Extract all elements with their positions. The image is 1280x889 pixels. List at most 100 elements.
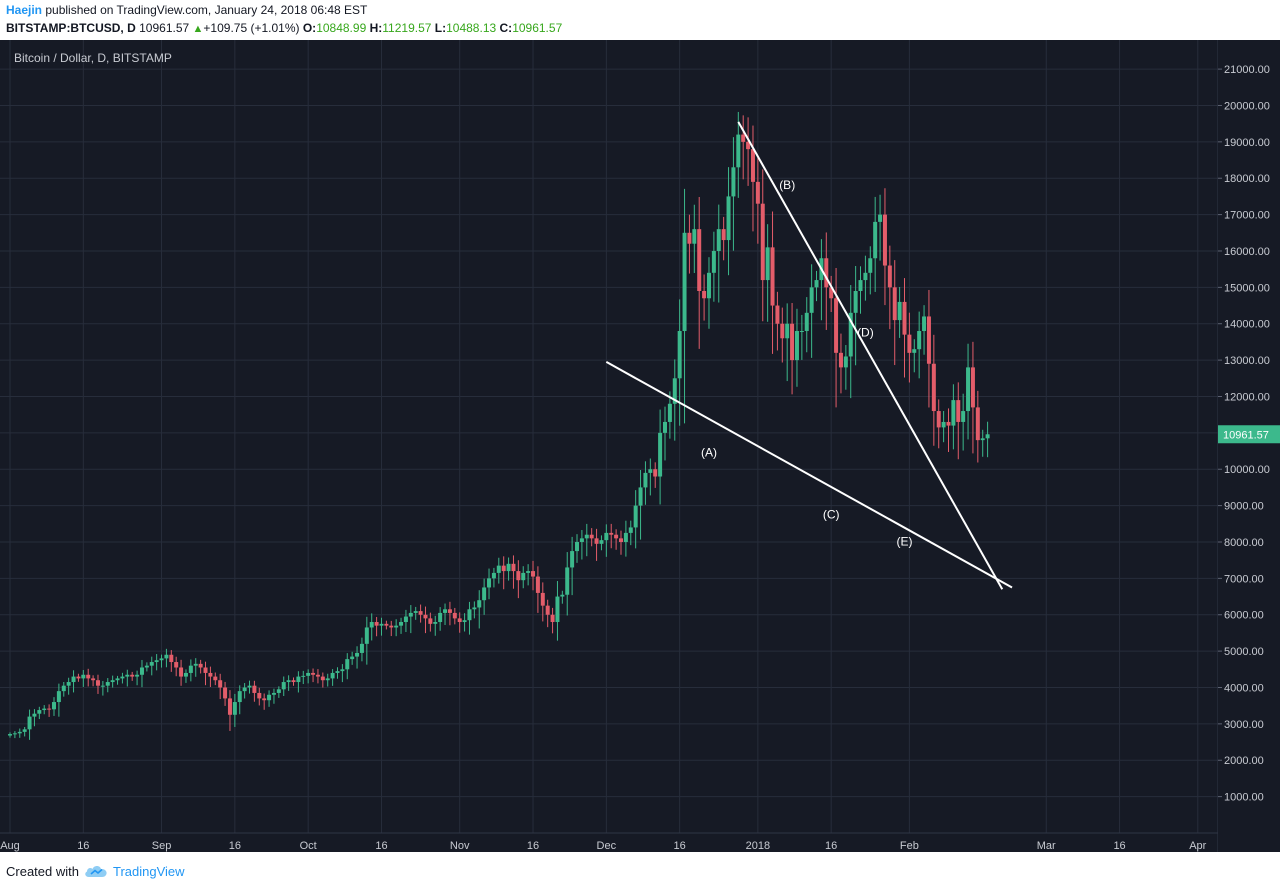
candle-up	[848, 312, 853, 357]
candle-down	[550, 614, 555, 623]
candle-up	[37, 710, 42, 714]
candle-up	[804, 312, 809, 332]
candle-up	[135, 674, 140, 677]
candle-up	[27, 716, 32, 730]
candle-up	[149, 662, 154, 666]
chart-footer: Created with TradingView	[0, 852, 1280, 889]
candlestick-chart[interactable]: (A) (B) (C) (D) (E) 1000.00 2000.00 3000.00 400…	[0, 40, 1280, 852]
candle-up	[917, 331, 922, 350]
price-axis-bg	[1218, 40, 1280, 852]
candle-down	[447, 609, 452, 613]
chart-title: Bitcoin / Dollar, D, BITSTAMP	[14, 51, 172, 65]
candle-up	[799, 331, 804, 333]
author-link[interactable]: Haejin	[6, 3, 43, 17]
time-tick-label: 2018	[746, 840, 770, 852]
grid	[0, 40, 1218, 833]
candle-down	[389, 625, 394, 628]
time-tick-label: Aug	[0, 840, 20, 852]
candle-down	[257, 692, 262, 699]
candle-down	[311, 672, 316, 675]
candle-up	[120, 676, 125, 679]
time-tick-label: Dec	[597, 840, 617, 852]
candle-up	[443, 609, 448, 613]
candle-up	[677, 331, 682, 379]
candle-up	[12, 733, 17, 735]
time-tick-label: 16	[77, 840, 89, 852]
price-tick-label: 16000.00	[1224, 246, 1270, 258]
candle-up	[81, 674, 86, 679]
candle-down	[540, 592, 545, 606]
candle-up	[394, 625, 399, 628]
candle-up	[526, 571, 531, 573]
created-with-text: Created with	[6, 864, 79, 879]
candle-down	[428, 618, 433, 624]
candle-up	[868, 258, 873, 273]
candle-down	[174, 662, 179, 668]
candle-up	[487, 578, 492, 588]
candle-down	[834, 298, 839, 353]
candle-down	[320, 676, 325, 681]
last-price-tag: 10961.57	[1218, 425, 1280, 444]
candle-up	[22, 729, 27, 732]
candle-up	[966, 367, 971, 412]
candle-up	[276, 689, 281, 693]
candle-down	[609, 532, 614, 535]
candle-down	[838, 352, 843, 368]
time-axis[interactable]: Aug 16 Sep 16 Oct 16 Nov 16 Dec 16 2018 16 Feb Mar 16 A…	[0, 840, 1206, 852]
candle-up	[340, 669, 345, 672]
candle-up	[731, 167, 736, 197]
candle-up	[71, 676, 76, 683]
candle-down	[936, 411, 941, 428]
candle-down	[741, 134, 746, 142]
tradingview-cloud-icon[interactable]	[84, 864, 108, 878]
candle-up	[330, 672, 335, 679]
candle-down	[829, 287, 834, 299]
candle-up	[951, 400, 956, 426]
candle-up	[985, 434, 990, 439]
candle-up	[399, 622, 404, 626]
candle-down	[384, 623, 389, 626]
candle-up	[912, 349, 917, 353]
candle-up	[477, 600, 482, 608]
candle-up	[633, 505, 638, 528]
candle-up	[188, 665, 193, 673]
candle-up	[306, 672, 311, 676]
price-tick-label: 17000.00	[1224, 210, 1270, 222]
time-tick-label: Apr	[1189, 840, 1206, 852]
open-label: O:	[302, 21, 317, 35]
candle-down	[169, 654, 174, 663]
candle-up	[863, 272, 868, 281]
price-tick-label: 15000.00	[1224, 282, 1270, 294]
candle-up	[623, 532, 628, 542]
candle-up	[242, 687, 247, 692]
candle-up	[785, 323, 790, 339]
candle-down	[213, 676, 218, 681]
time-tick-label: 16	[229, 840, 241, 852]
candle-down	[198, 663, 203, 668]
candle-down	[208, 672, 213, 677]
trendline-upper	[737, 121, 1004, 590]
candle-down	[780, 323, 785, 339]
chart-area[interactable]: (A) (B) (C) (D) (E) 1000.00 2000.00 3000.00 400…	[0, 40, 1280, 852]
candle-down	[970, 367, 975, 408]
candle-down	[423, 614, 428, 619]
candle-down	[755, 181, 760, 204]
candle-up	[8, 734, 12, 736]
candle-up	[56, 691, 61, 703]
candle-up	[100, 685, 105, 687]
candle-down	[252, 685, 257, 693]
candle-down	[418, 611, 423, 615]
candle-up	[638, 487, 643, 506]
candle-down	[824, 258, 829, 288]
candle-up	[267, 694, 272, 701]
candle-up	[403, 616, 408, 623]
candle-down	[452, 612, 457, 619]
candle-down	[91, 678, 96, 681]
price-axis[interactable]: 1000.00 2000.00 3000.00 4000.00 5000.00 6000.…	[1218, 40, 1280, 852]
time-tick-label: 16	[825, 840, 837, 852]
candle-down	[770, 247, 775, 306]
price-tick-label: 18000.00	[1224, 173, 1270, 185]
candle-up	[736, 134, 741, 168]
candle-up	[281, 682, 286, 690]
tradingview-brand-link[interactable]: TradingView	[113, 864, 185, 879]
